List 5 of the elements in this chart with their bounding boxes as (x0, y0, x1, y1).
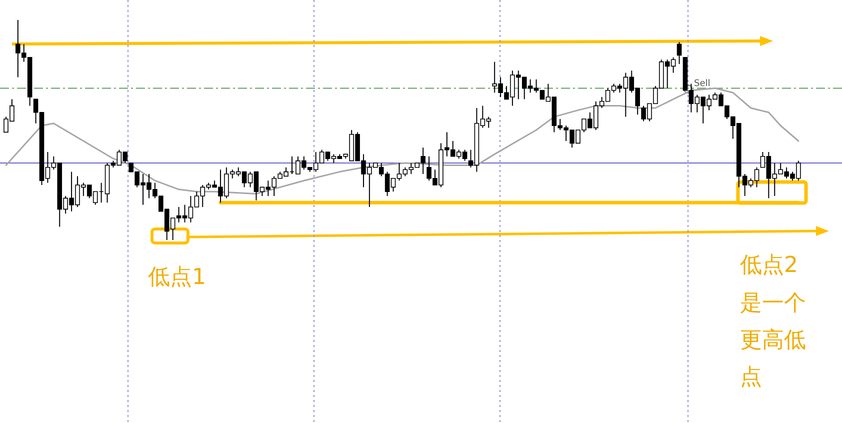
text: 低点2 (740, 253, 798, 278)
annotation: Sell (694, 79, 710, 89)
text: 低点1 (148, 265, 206, 290)
text: 是一个更高低点 (740, 291, 806, 390)
candlestick (676, 42, 682, 64)
